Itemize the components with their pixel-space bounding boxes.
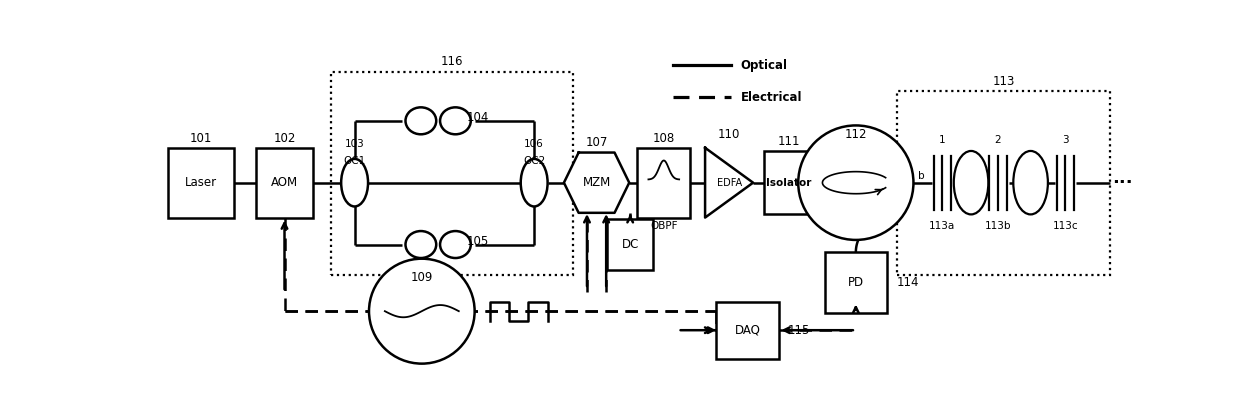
Text: OC1: OC1 (343, 156, 366, 166)
Text: 105: 105 (467, 235, 489, 248)
Polygon shape (564, 152, 629, 213)
Ellipse shape (440, 108, 471, 134)
Text: a: a (784, 171, 790, 181)
Text: AOM: AOM (271, 176, 299, 189)
Text: Laser: Laser (185, 176, 217, 189)
Text: DAQ: DAQ (735, 324, 761, 337)
Text: OBPF: OBPF (650, 221, 678, 231)
Text: 2: 2 (995, 135, 1001, 145)
Bar (331, 72, 572, 275)
Text: OC2: OC2 (523, 156, 545, 166)
Text: Isolator: Isolator (766, 178, 812, 188)
Text: b: b (918, 171, 924, 181)
Text: DC: DC (622, 238, 639, 251)
Ellipse shape (341, 159, 368, 206)
Polygon shape (705, 148, 753, 218)
Text: 113b: 113b (985, 221, 1011, 231)
Ellipse shape (954, 151, 989, 214)
Text: c: c (864, 205, 870, 215)
Text: 110: 110 (717, 129, 740, 141)
Bar (763, 151, 814, 214)
Text: 106: 106 (524, 139, 544, 150)
Text: ···: ··· (1113, 174, 1132, 192)
Text: PD: PD (847, 276, 864, 289)
Text: 113: 113 (992, 75, 1015, 87)
Text: 112: 112 (845, 129, 867, 141)
Text: 111: 111 (777, 135, 800, 148)
Ellipse shape (1014, 151, 1048, 214)
Bar (255, 148, 313, 218)
Text: 115: 115 (788, 324, 810, 337)
Text: 101: 101 (190, 131, 212, 145)
Text: 108: 108 (653, 131, 675, 145)
Bar (716, 302, 778, 359)
Text: 116: 116 (440, 56, 463, 68)
Text: 113c: 113c (1052, 221, 1078, 231)
Text: MZM: MZM (582, 176, 611, 189)
Text: 109: 109 (410, 271, 432, 284)
Text: 102: 102 (274, 131, 296, 145)
Circle shape (798, 125, 913, 240)
Text: Optical: Optical (741, 59, 788, 72)
Circle shape (369, 259, 475, 364)
Ellipse shape (405, 108, 436, 134)
Text: 1: 1 (939, 135, 945, 145)
Text: 113a: 113a (929, 221, 955, 231)
Text: 103: 103 (344, 139, 364, 150)
Text: EDFA: EDFA (716, 178, 742, 188)
Bar (637, 148, 690, 218)
Text: Electrical: Electrical (741, 91, 802, 103)
Bar (825, 253, 887, 313)
Ellipse shape (520, 159, 548, 206)
Text: 114: 114 (897, 276, 919, 289)
Text: 104: 104 (467, 111, 489, 124)
Text: 3: 3 (1062, 135, 1068, 145)
Ellipse shape (405, 231, 436, 258)
Ellipse shape (440, 231, 471, 258)
Text: 107: 107 (585, 136, 608, 150)
Bar (897, 91, 1110, 275)
Bar (169, 148, 234, 218)
Bar (607, 219, 653, 270)
